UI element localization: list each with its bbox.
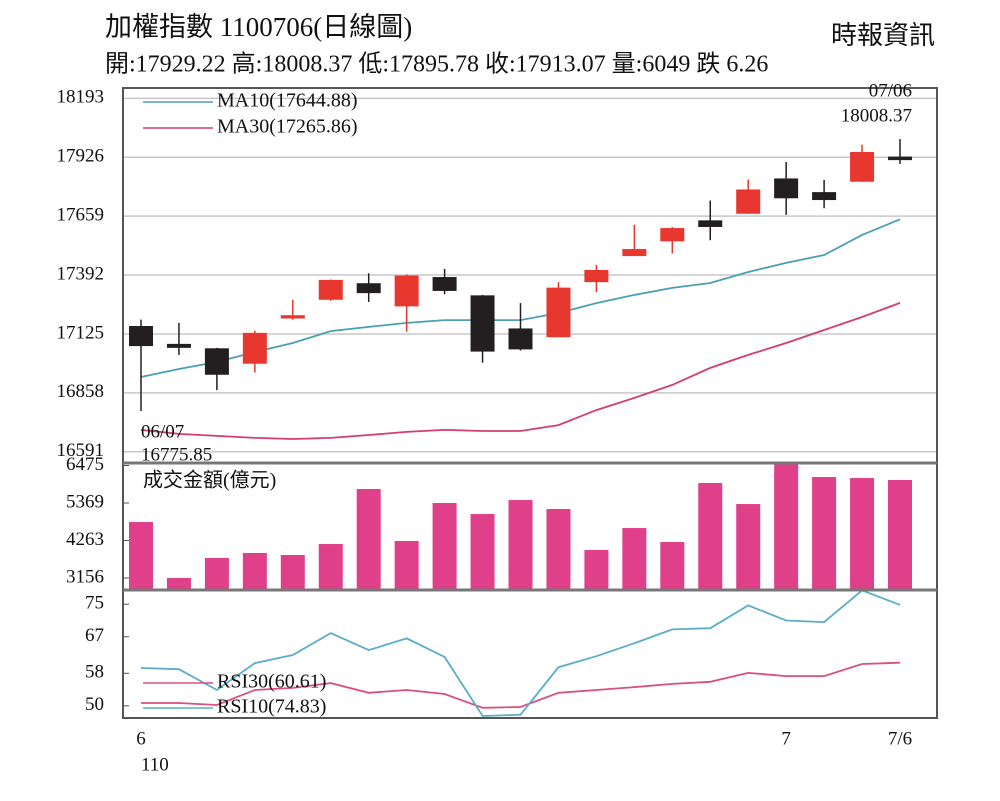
legend-label: MA30(17265.86)	[217, 116, 358, 138]
candle-body	[698, 220, 723, 227]
annotation-value: 18008.37	[841, 105, 912, 126]
y-tick-label: 6475	[66, 454, 104, 475]
legend-label: MA10(17644.88)	[217, 90, 358, 112]
volume-bar	[736, 504, 761, 590]
volume-bar	[698, 483, 723, 590]
x-tick-label: 6	[136, 728, 146, 749]
candle-body	[660, 228, 685, 242]
candle-body	[166, 343, 191, 348]
text-layer: 16591 16858 17125 17392 17659 17926 18193 3156 4…	[57, 80, 913, 775]
y-tick-label: 3156	[66, 566, 104, 587]
volume-bar	[356, 489, 381, 590]
candle-body	[204, 348, 229, 375]
candle-body	[470, 295, 495, 352]
candle-body	[546, 287, 571, 338]
y-tick-label: 4263	[66, 529, 104, 550]
volume-bar	[318, 544, 343, 590]
volume-bar	[280, 554, 305, 590]
x-tick-label: 7/6	[888, 728, 912, 749]
volume-bar	[622, 528, 647, 590]
volume-bar	[660, 542, 685, 590]
rsi-line	[140, 590, 901, 717]
rsi-line	[141, 661, 901, 709]
candle-body	[394, 275, 419, 307]
y-tick-label: 17125	[57, 322, 105, 343]
volume-bar	[470, 514, 495, 590]
volume-bar	[129, 522, 153, 590]
volume-bar	[546, 509, 571, 590]
volume-bar	[584, 550, 609, 590]
y-tick-label: 17926	[57, 146, 105, 167]
summary: 開:17929.22 高:18008.37 低:17895.78 收:17913…	[105, 51, 768, 78]
y-tick-label: 75	[85, 593, 104, 614]
y-tick-label: 50	[85, 694, 104, 715]
volume-bar	[774, 463, 799, 590]
y-tick-label: 67	[85, 625, 104, 646]
data-layer	[129, 139, 912, 717]
y-tick-label: 17659	[57, 205, 105, 226]
candle-body	[432, 277, 457, 291]
y-tick-label: 17392	[57, 263, 105, 284]
candle-body	[812, 192, 837, 201]
candle-body	[850, 151, 875, 182]
candle-body	[356, 283, 381, 294]
ma-line	[140, 302, 901, 440]
annotation-date: 06/07	[141, 421, 184, 442]
y-tick-label: 58	[85, 662, 104, 683]
candle-body	[280, 315, 305, 319]
x-tick-label: 7	[781, 728, 791, 749]
legend-label: RSI30(60.61)	[217, 671, 326, 693]
candle-body	[888, 156, 912, 161]
year-label: 110	[141, 754, 169, 775]
source: 時報資訊	[831, 21, 935, 50]
volume-bar	[432, 503, 457, 590]
y-tick-label: 16591	[57, 440, 105, 461]
volume-bar	[888, 479, 912, 590]
volume-bar	[394, 541, 419, 590]
candle-body	[242, 332, 267, 364]
volume-bar	[850, 478, 875, 590]
volume-bar	[242, 552, 267, 590]
volume-bar	[812, 477, 837, 590]
candle-body	[584, 269, 609, 283]
y-tick-label: 16858	[57, 381, 105, 402]
candle-body	[774, 178, 799, 199]
candle-body	[129, 326, 153, 347]
volume-bar	[204, 558, 229, 590]
panel-label: 成交金額(億元)	[143, 469, 276, 492]
candle-body	[622, 249, 647, 257]
volume-bar	[166, 578, 191, 590]
annotation-value: 16775.85	[141, 444, 212, 465]
y-tick-label: 5369	[66, 491, 104, 512]
legend-label: RSI10(74.83)	[217, 696, 326, 718]
candle-body	[318, 279, 343, 300]
plot-frame	[122, 87, 938, 719]
y-tick-label: 18193	[57, 87, 105, 108]
candle-body	[508, 328, 533, 350]
annotation-date: 07/06	[869, 80, 912, 101]
volume-bar	[508, 500, 533, 590]
candle-body	[736, 189, 761, 214]
chart-title: 加權指數 1100706(日線圖)	[105, 12, 412, 42]
